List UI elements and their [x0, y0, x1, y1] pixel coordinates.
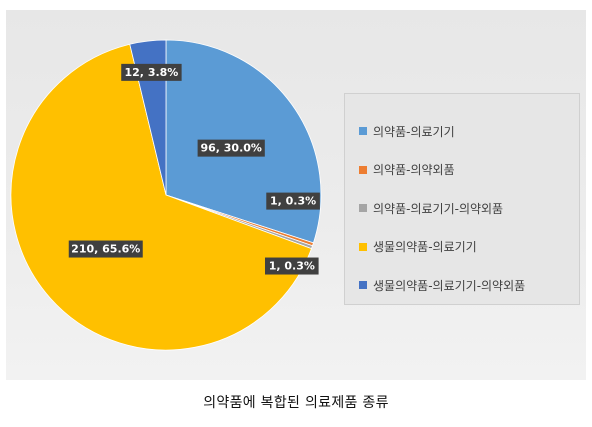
legend-swatch: [359, 242, 367, 251]
chart-area: 96, 30.0% 1, 0.3% 1, 0.3% 210, 65.6% 12, 3.8…: [6, 10, 586, 380]
figure-caption: 의약품에 복합된 의료제품 종류: [203, 395, 389, 411]
data-label-4: 210, 65.6%: [68, 240, 143, 258]
legend-swatch: [359, 127, 367, 136]
data-label-5: 12, 3.8%: [121, 63, 182, 81]
legend-swatch: [359, 281, 367, 290]
pie-slice-4: [10, 43, 312, 351]
svg-text:12, 3.8%: 12, 3.8%: [125, 66, 179, 79]
legend-item-5: 생물의약품-의료기기-의약외품: [359, 266, 579, 305]
legend-item-1: 의약품-의료기기: [359, 112, 579, 151]
legend-swatch: [359, 165, 367, 174]
svg-text:1, 0.3%: 1, 0.3%: [270, 195, 316, 208]
legend-label: 의약품-의료기기: [373, 124, 455, 139]
legend-label: 생물의약품-의료기기-의약외품: [373, 278, 526, 293]
data-label-1: 96, 30.0%: [197, 139, 265, 157]
svg-text:210, 65.6%: 210, 65.6%: [71, 243, 140, 256]
legend-item-2: 의약품-의약외품: [359, 151, 579, 190]
legend-item-3: 의약품-의료기기-의약외품: [359, 189, 579, 228]
pie-chart: 96, 30.0% 1, 0.3% 1, 0.3% 210, 65.6% 12, 3.8…: [10, 39, 322, 351]
legend-swatch: [359, 204, 367, 213]
legend-item-4: 생물의약품-의료기기: [359, 228, 579, 267]
svg-text:1, 0.3%: 1, 0.3%: [269, 260, 315, 273]
legend-label: 의약품-의약외품: [373, 163, 455, 178]
legend-label: 생물의약품-의료기기: [373, 240, 477, 255]
svg-text:96, 30.0%: 96, 30.0%: [200, 142, 261, 155]
data-label-2: 1, 0.3%: [264, 257, 319, 275]
data-label-3: 1, 0.3%: [266, 192, 320, 210]
legend-label: 의약품-의료기기-의약외품: [373, 201, 504, 216]
